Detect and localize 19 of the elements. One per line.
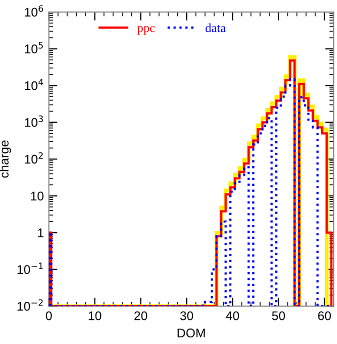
y-tick-label: 10 xyxy=(31,192,44,201)
y-tick-label: 10$^{4}$ xyxy=(24,78,44,90)
y-tick-label: 10$^{−1}$ xyxy=(18,262,43,274)
x-tick-label: 10 xyxy=(88,311,102,320)
x-tick-label: 30 xyxy=(180,311,194,320)
x-tick-label: 20 xyxy=(134,311,148,320)
x-tick-label: 50 xyxy=(272,311,285,320)
x-tick-label: 40 xyxy=(226,311,240,320)
legend-label: data xyxy=(206,23,226,32)
y-tick-label: 1 xyxy=(38,228,44,238)
x-tick-label: 60 xyxy=(318,311,331,320)
y-tick-label: 10$^{2}$ xyxy=(24,152,43,164)
y-tick-label: 10$^{−2}$ xyxy=(18,299,43,311)
y-tick-label: 10$^{6}$ xyxy=(24,5,44,17)
x-tick-label: 0 xyxy=(46,311,52,320)
y-tick-label: 10$^{3}$ xyxy=(24,115,43,127)
x-axis-title: DOM xyxy=(178,328,205,338)
legend-label: ppc xyxy=(137,26,155,35)
y-tick-label: 10$^{5}$ xyxy=(24,42,43,54)
